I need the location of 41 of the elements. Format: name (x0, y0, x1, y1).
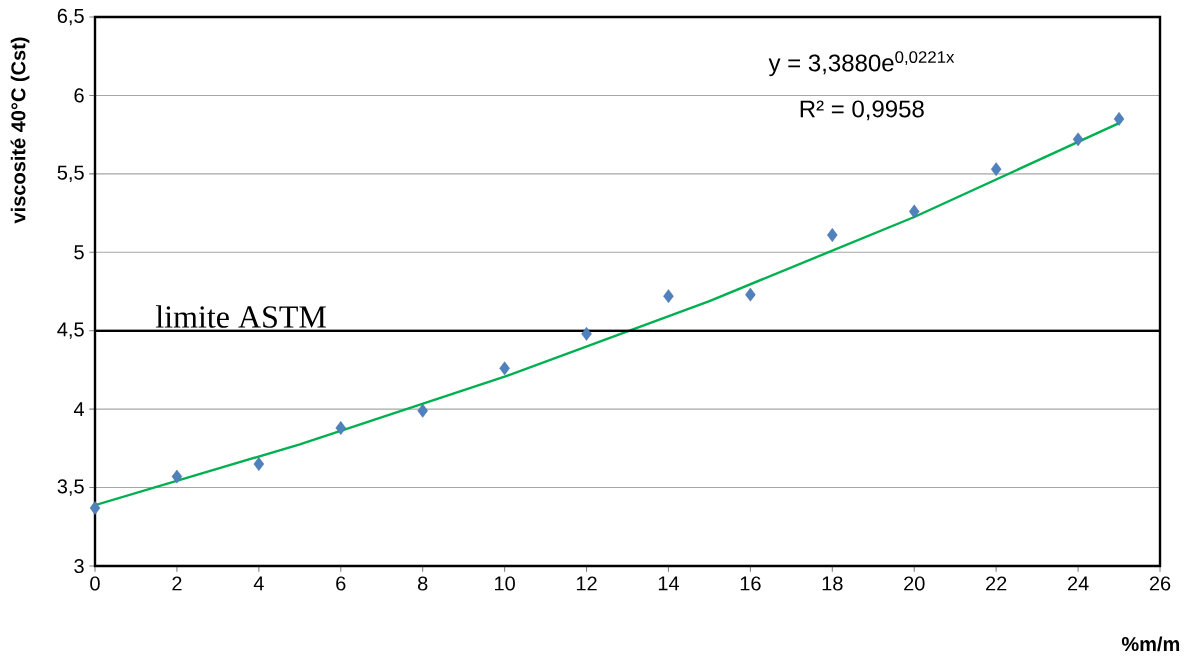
point (909, 204, 920, 219)
x-tick-label: 20 (904, 576, 925, 591)
x-tick-label: 26 (1149, 576, 1171, 591)
point (1072, 132, 1084, 147)
x-tick-label: 6 (336, 576, 346, 591)
point (990, 162, 1002, 177)
point (253, 457, 265, 471)
x-tick-label: 16 (740, 576, 761, 591)
y-tick-label: 4,5 (57, 322, 84, 339)
point (171, 469, 183, 484)
y-tick-label: 5,5 (57, 165, 84, 183)
point (581, 326, 592, 341)
x-tick-label: 10 (495, 576, 515, 591)
y-tick-label: 6,5 (57, 8, 84, 26)
point (827, 228, 838, 242)
ref-line-label: limite ASTM (155, 305, 326, 328)
y-tick-label: 6 (74, 88, 84, 103)
x-tick-label: 12 (576, 576, 597, 591)
x-tick-label: 4 (253, 576, 264, 591)
x-tick-label: 18 (822, 576, 843, 591)
y-axis-title: viscosité 40°C (Cst) (10, 37, 30, 224)
point (89, 501, 101, 515)
y-tick-label: 5 (74, 245, 84, 260)
x-axis-title: %m/m (1121, 636, 1180, 652)
point (499, 361, 510, 376)
x-tick-label: 0 (90, 576, 100, 591)
x-tick-label: 24 (1067, 576, 1089, 591)
x-tick-label: 8 (418, 576, 428, 591)
x-tick-label: 22 (986, 576, 1007, 591)
y-tick-label: 3,5 (57, 479, 84, 496)
point (745, 287, 756, 302)
annotation: y = 3,3880e$^{0,0221x}$ (768, 51, 955, 77)
x-tick-label: 14 (658, 576, 679, 591)
x-tick-label: 2 (172, 576, 182, 591)
point (1113, 112, 1125, 126)
annotation: R² = 0,9958 (800, 100, 924, 121)
y-tick-label: 3 (74, 558, 84, 574)
point (335, 421, 346, 435)
y-tick-label: 4 (73, 402, 85, 417)
point (663, 289, 674, 304)
point (417, 403, 428, 418)
